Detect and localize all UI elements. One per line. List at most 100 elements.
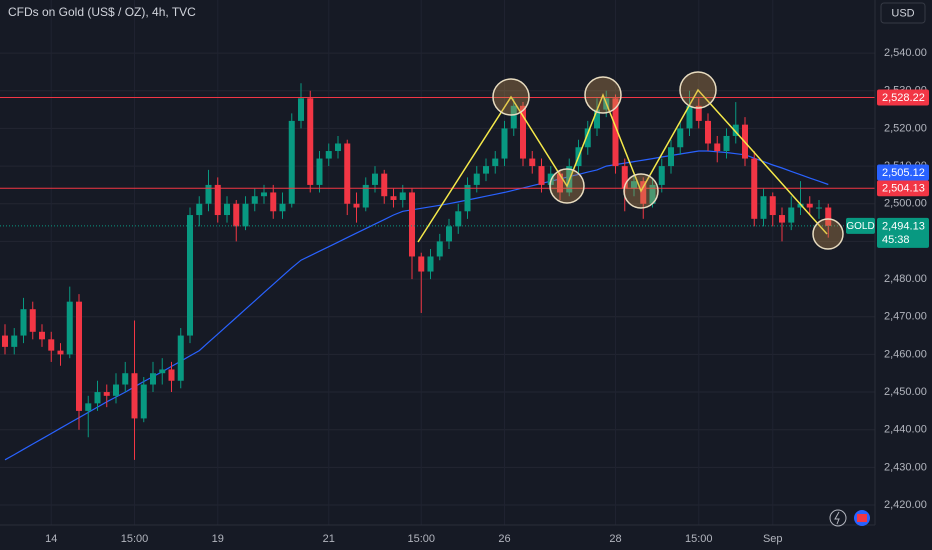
candle-body	[11, 335, 18, 347]
flag-glyph	[857, 514, 867, 522]
levels	[0, 96, 875, 227]
level-tag	[877, 180, 929, 197]
candle-body	[427, 256, 434, 272]
candle-body	[483, 166, 489, 174]
x-tick-label: 14	[45, 533, 57, 545]
candle-body	[85, 403, 92, 411]
x-tick-label: 15:00	[685, 533, 713, 545]
lightning-icon[interactable]	[829, 509, 847, 527]
candle-body	[723, 135, 730, 152]
currency-button[interactable]	[880, 2, 926, 24]
candle-body	[557, 173, 563, 193]
lightning-glyph	[834, 511, 840, 525]
y-tick-label: 2,420.00	[884, 499, 927, 511]
candle-body	[714, 143, 721, 152]
candle-body	[788, 207, 795, 223]
candle-body	[168, 369, 175, 381]
candle-body	[57, 350, 64, 355]
candle-body	[418, 256, 425, 272]
last-price-label: 2,494.13	[882, 220, 925, 232]
candle-body	[196, 203, 203, 216]
candle-body	[399, 192, 406, 200]
candle-body	[298, 98, 304, 121]
y-tick-label: 2,540.00	[884, 47, 927, 59]
candle-body	[372, 173, 378, 185]
candle-body	[214, 184, 221, 216]
candle-body	[159, 369, 166, 374]
x-tick-label: Sep	[763, 533, 783, 545]
level-tag-label: 2,504.13	[882, 183, 925, 195]
candle-body	[760, 196, 767, 219]
candle-body	[584, 128, 591, 148]
pattern-circle	[623, 173, 659, 209]
candle-body	[695, 105, 702, 121]
candle-body	[492, 158, 499, 167]
x-tick-label: 26	[498, 533, 510, 545]
candle-body	[816, 207, 822, 209]
y-tick-label: 2,500.00	[884, 198, 927, 210]
candle-body	[621, 166, 628, 189]
icons	[829, 509, 870, 527]
candle-body	[594, 109, 600, 129]
countdown: 45:38	[882, 234, 910, 246]
last-price-tag	[877, 217, 929, 248]
y-tick-label: 2,450.00	[884, 386, 927, 398]
candle-body	[2, 335, 8, 347]
candle-body	[316, 158, 323, 185]
candle-body	[20, 309, 27, 336]
ma-tag-label: 2,505.12	[882, 167, 925, 179]
candle-body	[649, 184, 656, 204]
candle-body	[325, 151, 332, 159]
candle-body	[233, 203, 240, 227]
candle-body	[529, 158, 536, 167]
price-tags: 2,528.22 2,504.13 2,505.12 GOLD 2,494.13 45:3…	[846, 89, 929, 248]
candle-body	[242, 203, 249, 227]
candle-body	[39, 331, 45, 340]
grid	[0, 0, 875, 525]
candle-body	[797, 203, 804, 208]
candle-body	[390, 196, 397, 200]
currency[interactable]: USD	[891, 7, 914, 19]
candle-body	[177, 335, 184, 381]
annotation	[417, 71, 844, 250]
candle-body	[335, 143, 341, 152]
candle-body	[446, 226, 452, 242]
candle-body	[66, 301, 73, 355]
x-tick-label: 15:00	[121, 533, 149, 545]
candle-body	[473, 173, 480, 185]
ma-tag	[877, 164, 929, 181]
pattern-circle	[584, 76, 622, 114]
candle-body	[825, 207, 832, 226]
candle-body	[353, 203, 360, 208]
symbol-tag-label: GOLD	[846, 221, 874, 232]
y-tick-label: 2,440.00	[884, 424, 927, 436]
candle-body	[806, 203, 813, 208]
candle-body	[131, 373, 138, 419]
candle-body	[48, 339, 55, 351]
candle-body	[344, 143, 351, 204]
candle-body	[612, 98, 619, 167]
candle-body	[140, 384, 147, 419]
candle-body	[510, 105, 517, 129]
candle-body	[251, 196, 258, 204]
candle-body	[686, 105, 693, 129]
candle-body	[658, 166, 665, 185]
candle-body	[631, 181, 637, 189]
time-axis: 14 15:00 19 21 15:00 26 28 15:00 Sep	[45, 533, 782, 545]
ma-layer	[4, 150, 829, 461]
candle-body	[436, 241, 443, 257]
x-tick-label: 19	[212, 533, 224, 545]
candle-body	[464, 184, 471, 212]
candle-body	[668, 147, 674, 167]
candle-body	[520, 105, 526, 159]
candle-body	[261, 192, 267, 197]
candle-body	[705, 120, 711, 144]
candle-body	[113, 384, 119, 396]
candle-body	[76, 301, 82, 411]
candle-body	[29, 309, 36, 332]
y-tick-label: 2,480.00	[884, 273, 927, 285]
candle-body	[94, 392, 101, 404]
y-tick-label: 2,430.00	[884, 461, 927, 473]
